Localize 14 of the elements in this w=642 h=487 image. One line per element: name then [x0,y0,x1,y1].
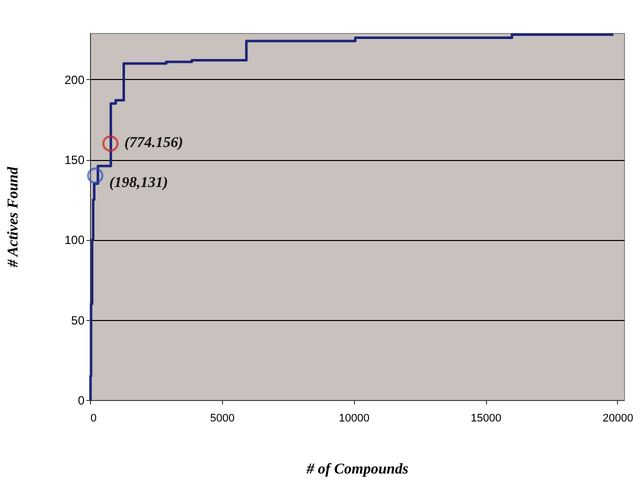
x-tick-label: 5000 [210,412,235,424]
annotation: (198,131) [109,175,168,192]
y-axis-title: # Actives Found [5,166,22,268]
y-tick-label: 0 [78,394,85,408]
x-tick-label: 0 [90,412,97,424]
y-tick-label: 50 [71,313,85,328]
y-tick-label: 200 [64,72,85,87]
x-axis-title: # of Compounds [306,462,408,478]
annotation: (774.156) [124,134,184,151]
y-tick-label: 100 [64,233,85,248]
x-tick-label: 10000 [338,412,370,424]
x-tick-label: 15000 [470,412,502,424]
x-tick-label: 20000 [602,412,634,424]
y-tick-label: 150 [64,153,85,168]
